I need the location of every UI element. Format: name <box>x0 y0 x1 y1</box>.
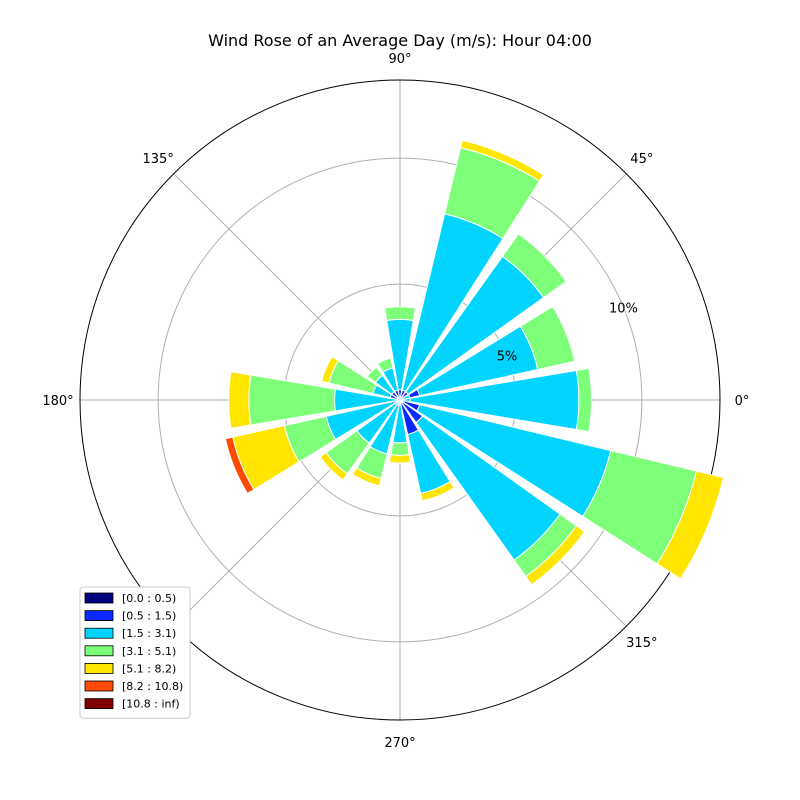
angle-tick-label-6: 270° <box>384 736 415 751</box>
chart-title: Wind Rose of an Average Day (m/s): Hour … <box>208 31 592 50</box>
legend-label-4: [5.1 : 8.2) <box>122 662 176 675</box>
legend-label-5: [8.2 : 10.8) <box>122 680 183 693</box>
angle-tick-label-2: 90° <box>388 52 411 67</box>
wind-bars <box>224 139 725 586</box>
legend-swatch-0 <box>84 592 114 604</box>
bar-dir337-bin4 <box>656 470 725 580</box>
legend-label-6: [10.8 : inf) <box>122 698 180 711</box>
legend: [0.0 : 0.5) [0.5 : 1.5) [1.5 : 3.1) [3.1 : … <box>79 586 191 719</box>
bar-dir270-bin4 <box>389 454 411 464</box>
bar-dir270-bin3 <box>390 441 410 456</box>
bar-dir247-bin4 <box>351 467 382 487</box>
radial-tick-label-0: 5% <box>497 350 518 365</box>
bar-dir135-bin3 <box>366 366 384 384</box>
legend-label-0: [0.0 : 0.5) <box>122 592 176 605</box>
legend-swatch-5 <box>84 680 114 692</box>
bar-dir292-bin4 <box>420 480 455 502</box>
bar-dir22-bin3 <box>519 305 576 371</box>
bar-dir112-bin3 <box>376 357 394 373</box>
bar-dir67-bin4 <box>459 139 545 182</box>
angle-tick-label-0: 0° <box>735 394 750 409</box>
legend-label-1: [0.5 : 1.5) <box>122 610 176 623</box>
angle-tick-label-3: 135° <box>143 152 174 167</box>
legend-swatch-1 <box>84 610 114 621</box>
angle-tick-label-1: 45° <box>630 152 653 167</box>
bar-dir157-bin4 <box>320 355 340 384</box>
angle-tick-label-7: 315° <box>626 636 657 651</box>
tick-labels: 0° 45° 90° 135° 180° 270° 315° 5% 10% <box>42 52 749 751</box>
bar-dir225-bin4 <box>319 451 349 481</box>
bar-dir90-bin3 <box>384 306 416 322</box>
bar-dir180-bin4 <box>228 371 252 429</box>
angle-tick-label-4: 180° <box>42 394 73 409</box>
legend-swatch-4 <box>84 663 114 674</box>
polar-frame <box>79 79 721 721</box>
radial-tick-label-1: 10% <box>609 301 638 316</box>
angular-gridline-3 <box>173 173 401 401</box>
bar-dir202-bin5 <box>224 436 255 495</box>
bar-dir0-bin3 <box>575 367 592 433</box>
bar-dir45-bin3 <box>501 233 567 299</box>
legend-swatch-6 <box>84 698 114 709</box>
legend-swatch-3 <box>84 645 114 657</box>
legend-label-2: [1.5 : 3.1) <box>122 627 176 640</box>
legend-swatch-2 <box>84 627 114 639</box>
legend-label-3: [3.1 : 5.1) <box>122 645 176 658</box>
bar-dir315-bin4 <box>525 525 586 586</box>
